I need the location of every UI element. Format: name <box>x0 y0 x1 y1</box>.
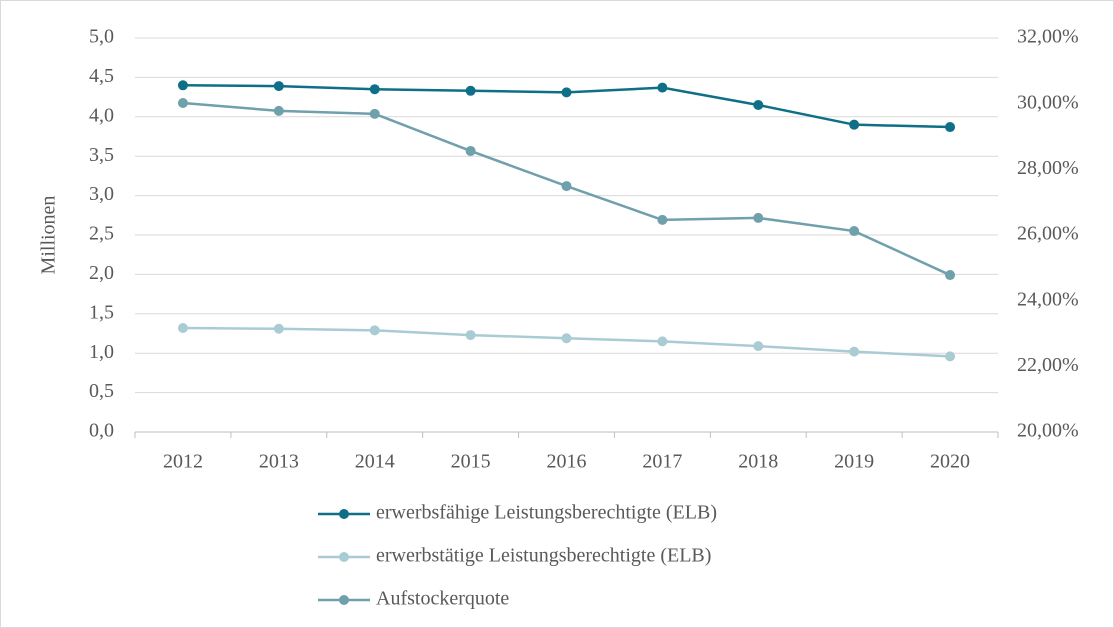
y2-tick-label: 28,00% <box>1017 157 1079 179</box>
data-point <box>177 80 188 91</box>
x-tick-label: 2014 <box>355 451 395 473</box>
data-point <box>177 98 188 109</box>
y-tick-label: 4,0 <box>89 104 114 126</box>
x-tick-label: 2012 <box>163 451 203 473</box>
data-point <box>753 99 764 110</box>
data-point <box>465 85 476 96</box>
x-tick-label: 2016 <box>547 451 587 473</box>
data-point <box>273 81 284 92</box>
y2-tick-label: 30,00% <box>1017 91 1079 113</box>
y-tick-label: 0,0 <box>89 420 114 442</box>
data-point <box>849 346 860 357</box>
legend-label: Aufstockerquote <box>376 588 509 610</box>
data-point <box>657 214 668 225</box>
y2-tick-label: 22,00% <box>1017 354 1079 376</box>
x-tick-label: 2018 <box>738 451 778 473</box>
y-axis-title: Millionen <box>38 196 60 275</box>
x-tick-label: 2019 <box>834 451 874 473</box>
data-point <box>273 105 284 116</box>
legend-marker <box>339 509 349 519</box>
data-point <box>945 122 956 133</box>
y2-tick-label: 24,00% <box>1017 288 1079 310</box>
data-point <box>369 84 380 95</box>
y-tick-label: 1,5 <box>89 301 114 323</box>
y-tick-label: 2,5 <box>89 223 114 245</box>
data-point <box>945 351 956 362</box>
y-tick-label: 2,0 <box>89 262 114 284</box>
y-tick-label: 4,5 <box>89 65 114 87</box>
data-point <box>561 181 572 192</box>
y-tick-label: 1,0 <box>89 341 114 363</box>
x-tick-label: 2013 <box>259 451 299 473</box>
data-point <box>657 336 668 347</box>
legend-marker <box>339 552 349 562</box>
data-point <box>369 108 380 119</box>
data-point <box>657 82 668 93</box>
x-tick-label: 2017 <box>642 451 682 473</box>
y2-tick-label: 20,00% <box>1017 420 1079 442</box>
data-point <box>177 322 188 333</box>
data-point <box>369 325 380 336</box>
data-point <box>561 333 572 344</box>
legend-label: erwerbsfähige Leistungsberechtigte (ELB) <box>376 502 717 524</box>
data-point <box>849 119 860 130</box>
data-point <box>753 341 764 352</box>
y-tick-label: 5,0 <box>89 26 114 48</box>
data-point <box>753 212 764 223</box>
data-point <box>849 226 860 237</box>
y2-tick-label: 32,00% <box>1017 26 1079 48</box>
x-tick-label: 2020 <box>930 451 970 473</box>
data-point <box>273 323 284 334</box>
x-tick-label: 2015 <box>451 451 491 473</box>
data-point <box>465 145 476 156</box>
y-tick-label: 3,0 <box>89 183 114 205</box>
y-tick-label: 0,5 <box>89 380 114 402</box>
data-point <box>561 87 572 98</box>
data-point <box>465 330 476 341</box>
legend-marker <box>339 595 349 605</box>
y2-tick-label: 26,00% <box>1017 223 1079 245</box>
data-point <box>945 270 956 281</box>
legend-label: erwerbstätige Leistungsberechtigte (ELB) <box>376 545 711 567</box>
y-tick-label: 3,5 <box>89 144 114 166</box>
